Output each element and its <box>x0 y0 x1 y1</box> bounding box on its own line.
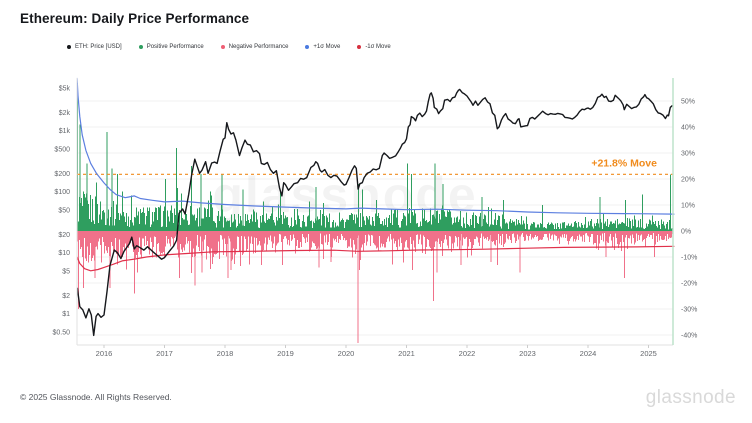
glassnode-logo: glassnode <box>645 387 736 408</box>
x-axis-tick-label: 2020 <box>338 349 355 358</box>
y-axis-right-labels: 50% 40% 30% 20% 10% 0% -10% -20% -30% -40% <box>681 99 697 340</box>
legend-label: Negative Performance <box>228 44 289 50</box>
y-axis-left-tick-label: $0.50 <box>52 330 70 337</box>
y-axis-right-tick-label: 40% <box>681 125 695 132</box>
legend-item[interactable]: Negative Performance <box>220 44 289 50</box>
y-axis-left-tick-label: $5k <box>59 86 71 93</box>
x-axis-tick-label: 2022 <box>459 349 476 358</box>
legend-dot <box>357 45 362 49</box>
y-axis-right-tick-label: 50% <box>681 99 695 106</box>
y-axis-left-tick-label: $1k <box>59 128 71 135</box>
legend-label: +1σ Move <box>313 44 341 50</box>
y-axis-right-tick-label: -10% <box>681 255 697 262</box>
x-axis-tick-label: 2016 <box>96 349 113 358</box>
x-axis-labels: 2016 2017 2018 2019 2020 2021 2022 2023 2024 2025 <box>96 345 657 358</box>
y-axis-left-tick-label: $100 <box>54 189 70 196</box>
legend-dot <box>220 45 225 49</box>
y-axis-right-tick-label: 30% <box>681 151 695 158</box>
legend-item[interactable]: -1σ Move <box>357 44 391 50</box>
x-axis-tick-label: 2019 <box>277 349 294 358</box>
y-axis-left-tick-label: $2k <box>59 110 71 117</box>
y-axis-left-tick-label: $20 <box>58 232 70 239</box>
x-axis-tick-label: 2018 <box>217 349 234 358</box>
x-axis-tick-label: 2025 <box>640 349 657 358</box>
y-axis-right-tick-label: 10% <box>681 203 695 210</box>
plus-one-sigma-line <box>76 77 675 215</box>
y-axis-left-tick-label: $200 <box>54 171 70 178</box>
x-axis-tick-label: 2017 <box>156 349 173 358</box>
legend-item[interactable]: ETH: Price [USD] <box>67 44 122 50</box>
y-axis-left-tick-label: $500 <box>54 147 70 154</box>
move-annotation-label: +21.8% Move <box>591 157 657 169</box>
y-axis-left-tick-label: $50 <box>58 208 70 215</box>
y-axis-left-labels: $5k $2k $1k $500 $200 $100 $50 $20 $10 $5 $2 $1 $0.5… <box>52 86 70 337</box>
y-axis-left-tick-label: $5 <box>62 269 70 276</box>
legend-item[interactable]: +1σ Move <box>305 44 340 50</box>
legend-label: Positive Performance <box>146 44 204 50</box>
y-axis-left-tick-label: $1 <box>62 311 70 318</box>
x-axis-tick-label: 2023 <box>519 349 536 358</box>
y-axis-right-tick-label: -30% <box>681 307 697 314</box>
y-axis-right-tick-label: 0% <box>681 229 691 236</box>
y-axis-right-tick-label: -40% <box>681 333 697 340</box>
y-axis-left-tick-label: $2 <box>62 293 70 300</box>
y-axis-left-tick-label: $10 <box>58 250 70 257</box>
page-title: Ethereum: Daily Price Performance <box>20 11 250 26</box>
copyright-text: © 2025 Glassnode. All Rights Reserved. <box>20 392 172 402</box>
legend-dot <box>138 45 143 49</box>
negative-performance-bars <box>77 231 673 343</box>
x-axis-tick-label: 2021 <box>398 349 415 358</box>
y-axis-right-tick-label: 20% <box>681 177 695 184</box>
y-axis-right-tick-label: -20% <box>681 281 697 288</box>
minus-one-sigma-line <box>76 245 675 272</box>
plot-borders <box>76 78 674 346</box>
x-axis-tick-label: 2024 <box>580 349 597 358</box>
legend-label: ETH: Price [USD] <box>75 44 122 50</box>
chart-legend: ETH: Price [USD] Positive Performance Nega… <box>67 42 391 52</box>
eth-price-line <box>76 88 673 337</box>
legend-item[interactable]: Positive Performance <box>138 44 204 50</box>
positive-performance-bars <box>76 82 673 231</box>
legend-dot <box>305 45 310 49</box>
legend-label: -1σ Move <box>365 44 391 50</box>
legend-dot <box>67 45 71 49</box>
